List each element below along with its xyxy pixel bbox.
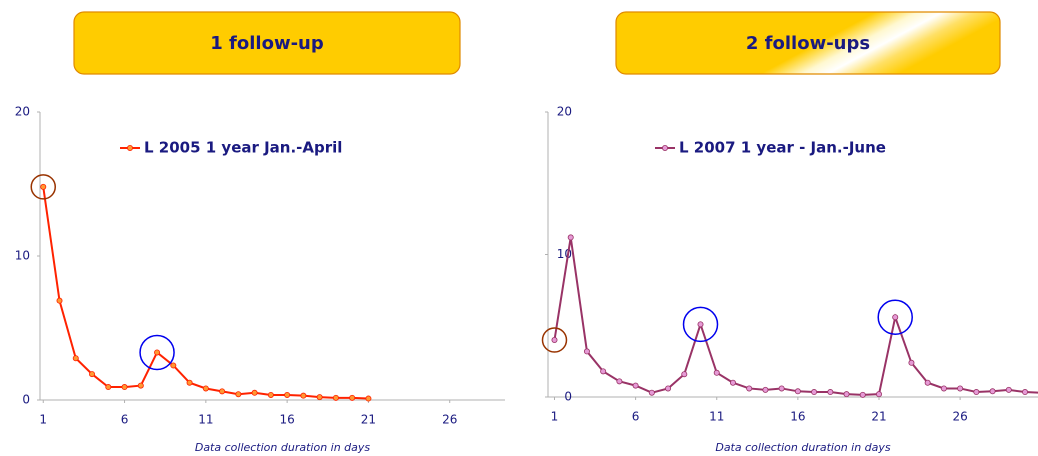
data-point (137, 382, 144, 389)
highlight-circle (541, 327, 568, 353)
highlight-circle (877, 299, 913, 335)
data-point (121, 384, 128, 391)
y-tick-label: 10 (15, 249, 30, 263)
x-tick-label: 11 (709, 410, 724, 424)
data-point (316, 394, 323, 401)
data-point (681, 371, 688, 378)
data-point (762, 386, 769, 393)
data-point (648, 389, 655, 396)
data-point (251, 389, 258, 396)
y-tick-label: 20 (15, 105, 30, 119)
data-point (583, 348, 590, 355)
legend-marker (127, 144, 134, 151)
data-point (332, 394, 339, 401)
data-point (154, 349, 161, 356)
data-point (202, 385, 209, 392)
data-point (284, 391, 291, 398)
data-point (940, 385, 947, 392)
data-point (349, 394, 356, 401)
data-point (713, 369, 720, 376)
data-point (267, 391, 274, 398)
series-line (42, 186, 369, 400)
x-tick-label: 1 (39, 413, 47, 427)
data-point (567, 234, 574, 241)
data-point (973, 389, 980, 396)
legend-label: L 2005 1 year Jan.-April (144, 139, 342, 157)
x-tick-label: 16 (279, 413, 294, 427)
x-tick-label: 26 (442, 413, 457, 427)
highlight-circle (30, 174, 57, 200)
x-tick-label: 26 (952, 410, 967, 424)
data-point (859, 391, 866, 398)
y-tick-label: 0 (564, 390, 572, 404)
data-point (811, 389, 818, 396)
data-point (924, 379, 931, 386)
x-tick-label: 6 (632, 410, 640, 424)
data-point (219, 388, 226, 395)
x-tick-label: 1 (551, 410, 559, 424)
data-point (632, 382, 639, 389)
data-point (551, 336, 558, 343)
data-point (843, 391, 850, 398)
legend-marker (662, 144, 669, 151)
data-point (56, 297, 63, 304)
data-point (1005, 386, 1012, 393)
data-point (778, 385, 785, 392)
x-tick-label: 21 (361, 413, 376, 427)
legend-label: L 2007 1 year - Jan.-June (679, 139, 886, 157)
banner-title: 1 follow-up (210, 33, 324, 54)
data-point (600, 368, 607, 375)
data-point (892, 314, 899, 321)
data-point (665, 385, 672, 392)
banner (73, 11, 461, 75)
data-point (170, 362, 177, 369)
data-point (616, 378, 623, 385)
data-point (875, 391, 882, 398)
data-point (105, 384, 112, 391)
x-tick-label: 11 (198, 413, 213, 427)
data-point (908, 359, 915, 366)
data-point (697, 321, 704, 328)
highlight-circle (139, 334, 175, 371)
data-point (1022, 389, 1029, 396)
data-point (989, 388, 996, 395)
y-tick-label: 0 (22, 393, 30, 407)
data-point (729, 379, 736, 386)
banner-title: 2 follow-ups (746, 33, 870, 54)
highlight-circle (682, 306, 719, 343)
data-point (794, 388, 801, 395)
series-line (553, 237, 1038, 396)
x-axis-label: Data collection duration in days (195, 441, 371, 454)
x-axis-label: Data collection duration in days (715, 441, 891, 454)
data-point (89, 371, 96, 378)
banner (615, 11, 1001, 75)
data-point (957, 385, 964, 392)
data-point (186, 379, 193, 386)
data-point (746, 385, 753, 392)
x-tick-label: 16 (790, 410, 805, 424)
data-point (300, 392, 307, 399)
data-point (72, 355, 79, 362)
x-tick-label: 6 (121, 413, 129, 427)
data-point (235, 391, 242, 398)
data-point (827, 389, 834, 396)
x-tick-label: 21 (871, 410, 886, 424)
y-tick-label: 20 (557, 105, 572, 119)
data-point (40, 183, 47, 190)
data-point (365, 395, 372, 402)
